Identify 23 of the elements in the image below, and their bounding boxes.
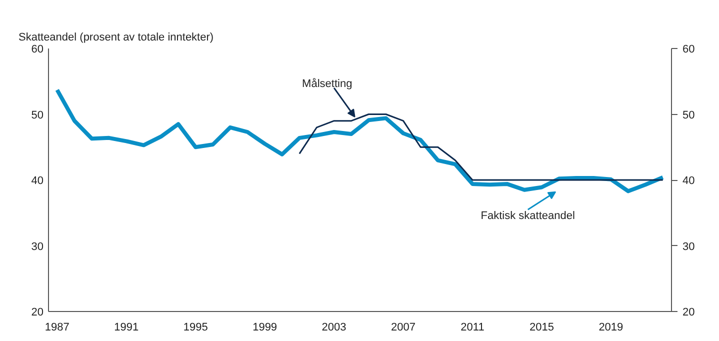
y-tick-label: 30 xyxy=(31,240,44,253)
x-tick-label: 1995 xyxy=(183,322,208,334)
y2-tick-label: 60 xyxy=(682,44,695,56)
y2-tick-label: 50 xyxy=(682,109,695,122)
x-tick-label: 2015 xyxy=(529,322,554,334)
x-tick-label: 1999 xyxy=(252,322,278,334)
legend-label: Faktisk skatteandel xyxy=(480,210,575,222)
x-tick-label: 2011 xyxy=(460,322,484,334)
text: Målsetting xyxy=(302,78,352,90)
y2-tick-label: 20 xyxy=(682,306,695,318)
y-tick-label: 40 xyxy=(31,175,44,187)
x-tick-label: 2019 xyxy=(598,322,624,334)
y2-tick-label: 30 xyxy=(682,240,695,253)
x-tick-label: 1987 xyxy=(44,322,70,334)
y-tick-label: 60 xyxy=(31,44,44,56)
y-axis-title: Skatteandel (prosent av totale inntekter) xyxy=(18,32,214,44)
line-series xyxy=(55,88,665,194)
x-tick-label: 2007 xyxy=(391,322,416,334)
y-tick-label: 20 xyxy=(31,306,44,318)
x-tick-label: 1991 xyxy=(114,322,139,334)
y-tick-label: 50 xyxy=(31,109,44,122)
y2-tick-label: 40 xyxy=(682,175,695,187)
x-tick-label: 2003 xyxy=(322,322,346,334)
